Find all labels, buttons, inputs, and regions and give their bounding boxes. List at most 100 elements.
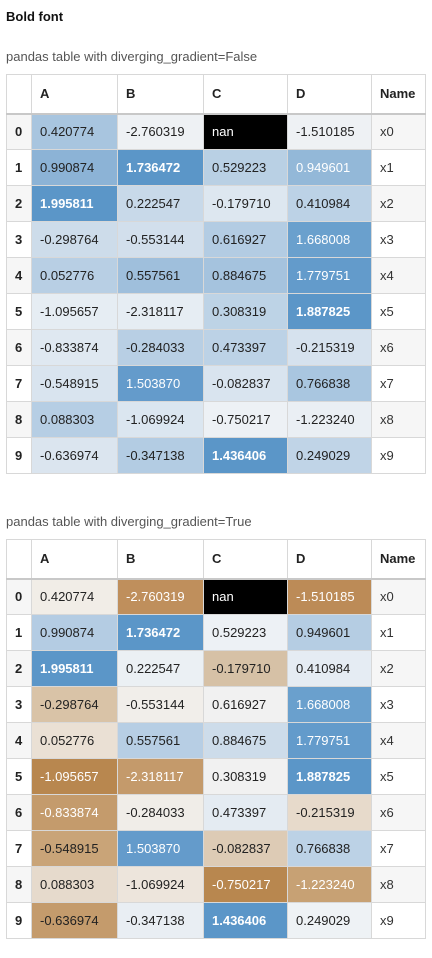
- table-row: 5 -1.095657 -2.318117 0.308319 1.887825 x5: [6, 293, 426, 330]
- value-cell: 0.616927: [203, 686, 288, 723]
- value-cell: 0.473397: [203, 794, 288, 831]
- value-cell: -0.298764: [31, 686, 118, 723]
- row-index: 4: [6, 722, 32, 759]
- table-row: 1 0.990874 1.736472 0.529223 0.949601 x1: [6, 614, 426, 651]
- value-cell: 1.887825: [287, 293, 372, 330]
- value-cell: -1.095657: [31, 758, 118, 795]
- pandas-table-diverging-true: A B C D Name 0 0.420774 -2.760319 nan -1.510…: [6, 539, 426, 939]
- value-cell: 1.503870: [117, 365, 204, 402]
- row-index: 2: [6, 650, 32, 687]
- value-cell: 1.995811: [31, 185, 118, 222]
- column-header: Name: [371, 539, 426, 579]
- value-cell: 0.410984: [287, 185, 372, 222]
- table-row: 8 0.088303 -1.069924 -0.750217 -1.223240 x8: [6, 401, 426, 438]
- table-row: 1 0.990874 1.736472 0.529223 0.949601 x1: [6, 149, 426, 186]
- name-cell: x4: [371, 722, 426, 759]
- value-cell: 0.949601: [287, 614, 372, 651]
- name-cell: x2: [371, 650, 426, 687]
- value-cell: -0.548915: [31, 365, 118, 402]
- value-cell: -0.636974: [31, 902, 118, 939]
- value-cell: 0.884675: [203, 257, 288, 294]
- name-cell: x0: [371, 578, 426, 615]
- table-row: 3 -0.298764 -0.553144 0.616927 1.668008 x3: [6, 221, 426, 258]
- value-cell: -0.636974: [31, 437, 118, 474]
- table-row: 2 1.995811 0.222547 -0.179710 0.410984 x2: [6, 650, 426, 687]
- value-cell: 0.088303: [31, 401, 118, 438]
- value-cell: -0.215319: [287, 329, 372, 366]
- table-row: 2 1.995811 0.222547 -0.179710 0.410984 x2: [6, 185, 426, 222]
- value-cell: 0.990874: [31, 614, 118, 651]
- value-cell: 0.766838: [287, 830, 372, 867]
- column-header: D: [287, 74, 372, 114]
- value-cell: 0.949601: [287, 149, 372, 186]
- name-cell: x2: [371, 185, 426, 222]
- name-cell: x3: [371, 221, 426, 258]
- row-index: 8: [6, 401, 32, 438]
- value-cell: nan: [203, 578, 288, 615]
- value-cell: 0.308319: [203, 293, 288, 330]
- pandas-table-diverging-false: A B C D Name 0 0.420774 -2.760319 nan -1.510…: [6, 74, 426, 474]
- value-cell: nan: [203, 113, 288, 150]
- value-cell: -1.069924: [117, 866, 204, 903]
- page-title: Bold font: [6, 9, 64, 24]
- value-cell: -1.069924: [117, 401, 204, 438]
- value-cell: -0.750217: [203, 401, 288, 438]
- name-cell: x8: [371, 401, 426, 438]
- value-cell: -0.833874: [31, 794, 118, 831]
- row-index: 0: [6, 578, 32, 615]
- value-cell: 1.668008: [287, 221, 372, 258]
- value-cell: 0.616927: [203, 221, 288, 258]
- value-cell: 1.668008: [287, 686, 372, 723]
- value-cell: -0.082837: [203, 365, 288, 402]
- table-row: 0 0.420774 -2.760319 nan -1.510185 x0: [6, 578, 426, 615]
- table-row: 3 -0.298764 -0.553144 0.616927 1.668008 x3: [6, 686, 426, 723]
- value-cell: 0.308319: [203, 758, 288, 795]
- value-cell: 0.557561: [117, 257, 204, 294]
- row-index: 5: [6, 293, 32, 330]
- value-cell: 0.249029: [287, 902, 372, 939]
- row-index: 9: [6, 437, 32, 474]
- table-row: 5 -1.095657 -2.318117 0.308319 1.887825 x5: [6, 758, 426, 795]
- value-cell: 0.884675: [203, 722, 288, 759]
- table-row: 4 0.052776 0.557561 0.884675 1.779751 x4: [6, 257, 426, 294]
- value-cell: -0.548915: [31, 830, 118, 867]
- index-header: [6, 539, 32, 579]
- row-index: 8: [6, 866, 32, 903]
- value-cell: -0.347138: [117, 437, 204, 474]
- value-cell: -0.553144: [117, 686, 204, 723]
- name-cell: x5: [371, 758, 426, 795]
- table-row: 9 -0.636974 -0.347138 1.436406 0.249029 x9: [6, 902, 426, 939]
- value-cell: -2.760319: [117, 578, 204, 615]
- value-cell: 0.052776: [31, 722, 118, 759]
- row-index: 1: [6, 149, 32, 186]
- row-index: 7: [6, 830, 32, 867]
- table-row: 7 -0.548915 1.503870 -0.082837 0.766838 x7: [6, 830, 426, 867]
- value-cell: -1.095657: [31, 293, 118, 330]
- value-cell: 0.990874: [31, 149, 118, 186]
- name-cell: x7: [371, 830, 426, 867]
- row-index: 3: [6, 221, 32, 258]
- value-cell: 1.887825: [287, 758, 372, 795]
- value-cell: 0.222547: [117, 650, 204, 687]
- name-cell: x6: [371, 329, 426, 366]
- value-cell: 0.222547: [117, 185, 204, 222]
- column-header: B: [117, 539, 204, 579]
- value-cell: 1.436406: [203, 437, 288, 474]
- value-cell: -0.553144: [117, 221, 204, 258]
- column-header: C: [203, 74, 288, 114]
- value-cell: 0.249029: [287, 437, 372, 474]
- value-cell: 1.736472: [117, 149, 204, 186]
- name-cell: x1: [371, 149, 426, 186]
- value-cell: -0.179710: [203, 650, 288, 687]
- row-index: 3: [6, 686, 32, 723]
- row-index: 5: [6, 758, 32, 795]
- name-cell: x5: [371, 293, 426, 330]
- name-cell: x8: [371, 866, 426, 903]
- column-header: B: [117, 74, 204, 114]
- value-cell: 1.995811: [31, 650, 118, 687]
- column-header: C: [203, 539, 288, 579]
- value-cell: -0.215319: [287, 794, 372, 831]
- row-index: 0: [6, 113, 32, 150]
- name-cell: x9: [371, 902, 426, 939]
- value-cell: -1.223240: [287, 401, 372, 438]
